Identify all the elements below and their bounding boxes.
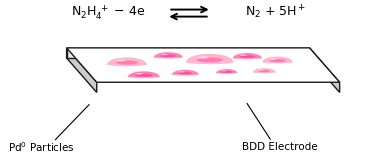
- Polygon shape: [67, 48, 97, 92]
- PathPatch shape: [154, 52, 183, 57]
- Ellipse shape: [222, 70, 226, 71]
- Polygon shape: [67, 48, 310, 58]
- Polygon shape: [67, 48, 340, 82]
- Ellipse shape: [221, 71, 232, 73]
- Ellipse shape: [262, 61, 293, 63]
- Ellipse shape: [153, 56, 183, 59]
- Ellipse shape: [161, 54, 167, 55]
- PathPatch shape: [186, 54, 233, 62]
- Ellipse shape: [160, 55, 176, 58]
- PathPatch shape: [233, 53, 262, 58]
- Ellipse shape: [197, 58, 223, 62]
- Ellipse shape: [232, 57, 262, 59]
- Text: $\mathsf{N_2}$ $+$ $\mathsf{5H^+}$: $\mathsf{N_2}$ $+$ $\mathsf{5H^+}$: [245, 4, 306, 21]
- Ellipse shape: [116, 61, 138, 65]
- Ellipse shape: [135, 74, 152, 77]
- Ellipse shape: [270, 58, 277, 60]
- Ellipse shape: [215, 72, 238, 74]
- Ellipse shape: [127, 75, 160, 78]
- Ellipse shape: [117, 60, 126, 61]
- Text: BDD Electrode: BDD Electrode: [242, 142, 318, 152]
- Ellipse shape: [171, 73, 199, 76]
- PathPatch shape: [216, 69, 237, 73]
- Ellipse shape: [136, 73, 143, 75]
- Ellipse shape: [253, 71, 276, 73]
- Ellipse shape: [185, 60, 234, 64]
- Ellipse shape: [240, 55, 255, 58]
- Ellipse shape: [269, 59, 286, 62]
- Ellipse shape: [106, 62, 147, 66]
- Ellipse shape: [258, 70, 271, 72]
- Text: Pd$^0$ Particles: Pd$^0$ Particles: [8, 140, 75, 154]
- PathPatch shape: [172, 70, 198, 74]
- Ellipse shape: [240, 55, 246, 56]
- PathPatch shape: [128, 71, 160, 77]
- Ellipse shape: [259, 69, 264, 70]
- Ellipse shape: [178, 72, 192, 75]
- Ellipse shape: [198, 56, 208, 59]
- PathPatch shape: [262, 57, 293, 62]
- Text: $\mathsf{N_2H_4^{\ +}}$ $-$ 4e: $\mathsf{N_2H_4^{\ +}}$ $-$ 4e: [71, 3, 145, 22]
- Ellipse shape: [178, 71, 184, 73]
- PathPatch shape: [253, 68, 276, 72]
- PathPatch shape: [107, 57, 146, 64]
- Polygon shape: [310, 48, 340, 92]
